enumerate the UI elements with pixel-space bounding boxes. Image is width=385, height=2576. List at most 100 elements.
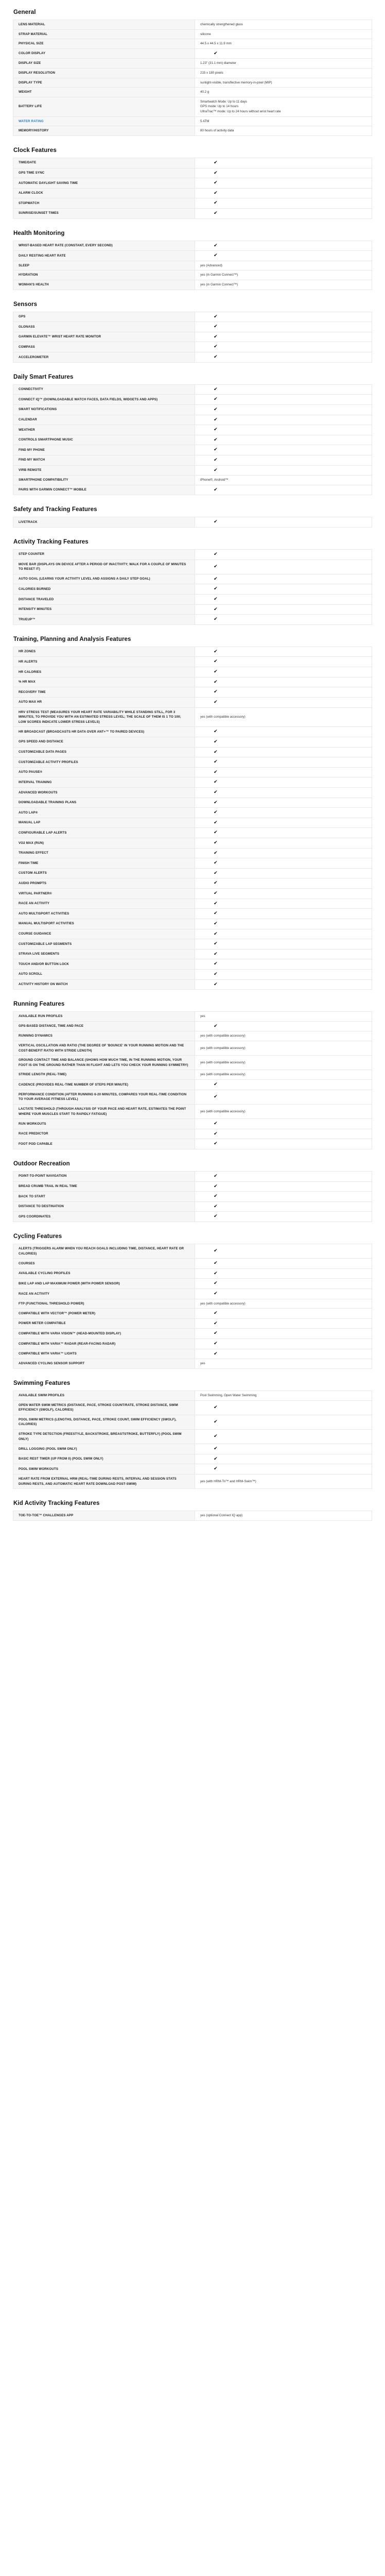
spec-section: Daily Smart Features CONNECTIVITY ✔ CONNECT…	[13, 374, 372, 496]
table-row: AUTOMATIC DAYLIGHT SAVING TIME ✔	[13, 178, 372, 189]
spec-value: ✔	[195, 342, 372, 353]
check-icon: ✔	[214, 1121, 218, 1126]
table-row: CUSTOM ALERTS ✔	[13, 868, 372, 879]
spec-label-link[interactable]: WATER RATING	[19, 119, 44, 123]
table-row: POWER METER COMPATIBLE ✔	[13, 1318, 372, 1329]
spec-value: ✔	[195, 878, 372, 889]
table-row: COMPATIBLE WITH VECTOR™ (POWER METER) ✔	[13, 1308, 372, 1319]
spec-label: LIVETRACK	[13, 517, 195, 528]
table-row: CADENCE (PROVIDES REAL-TIME NUMBER OF ST…	[13, 1079, 372, 1090]
spec-label: PERFORMANCE CONDITION (AFTER RUNNING 6-2…	[13, 1089, 195, 1105]
check-icon: ✔	[214, 961, 218, 967]
spec-value: ✔	[195, 425, 372, 435]
spec-value: ✔	[195, 352, 372, 363]
spec-value: yes (with compatible accessory)	[195, 1070, 372, 1080]
spec-value: ✔	[195, 1021, 372, 1032]
spec-label: MANUAL MULTISPORT ACTIVITIES	[13, 918, 195, 929]
spec-value: ✔	[195, 384, 372, 395]
spec-label: TOE-TO-TOE™ CHALLENGES APP	[13, 1511, 195, 1521]
check-icon: ✔	[214, 596, 218, 602]
spec-table: STEP COUNTER ✔ MOVE BAR (DISPLAYS ON DEVIC…	[13, 549, 372, 625]
spec-value: ✔	[195, 1089, 372, 1105]
table-row: ADVANCED WORKOUTS ✔	[13, 787, 372, 798]
table-row: LENS MATERIAL chemically strengthened gla…	[13, 20, 372, 30]
spec-label: VIRTUAL PARTNER®	[13, 888, 195, 899]
spec-value: yes (with compatible accessory)	[195, 1055, 372, 1071]
table-row: FIND MY WATCH ✔	[13, 454, 372, 466]
spec-value: ✔	[195, 1338, 372, 1349]
spec-value: ✔	[195, 465, 372, 476]
spec-value: ✔	[195, 676, 372, 688]
check-icon: ✔	[214, 616, 218, 622]
spec-label: RACE PREDICTOR	[13, 1128, 195, 1140]
spec-label: BIKE LAP AND LAP MAXIMUM POWER (WITH POW…	[13, 1278, 195, 1290]
spec-label: STEP COUNTER	[13, 549, 195, 560]
check-icon: ✔	[214, 799, 218, 805]
spec-label: TRUEUP™	[13, 614, 195, 625]
spec-value: ✔	[195, 838, 372, 849]
table-row: DISPLAY RESOLUTION 215 x 180 pixels	[13, 68, 372, 78]
check-icon: ✔	[214, 1260, 218, 1266]
spec-value: ✔	[195, 434, 372, 446]
table-row: INTERVAL TRAINING ✔	[13, 777, 372, 788]
spec-section: General LENS MATERIAL chemically strengthe…	[13, 9, 372, 136]
table-row: GPS COORDINATES ✔	[13, 1211, 372, 1222]
spec-label: FTP (FUNCTIONAL THRESHOLD POWER)	[13, 1298, 195, 1309]
spec-value: ✔	[195, 858, 372, 869]
spec-value: ✔	[195, 747, 372, 758]
section-title: Swimming Features	[13, 1380, 71, 1386]
table-row: AVAILABLE CYCLING PROFILES ✔	[13, 1268, 372, 1279]
check-icon: ✔	[214, 406, 218, 412]
spec-section: Health Monitoring WRIST-BASED HEART RATE …	[13, 230, 372, 290]
spec-value: ✔	[195, 687, 372, 698]
table-row: VO2 MAX (RUN) ✔	[13, 838, 372, 849]
spec-value: 44.5 x 44.5 x 11.9 mm	[195, 39, 372, 49]
check-icon: ✔	[214, 900, 218, 906]
spec-value: ✔	[195, 311, 372, 323]
spec-value: ✔	[195, 797, 372, 808]
spec-label: LENS MATERIAL	[13, 20, 195, 30]
check-icon: ✔	[214, 890, 218, 896]
spec-value: ✔	[195, 584, 372, 595]
table-row: RUN WORKOUTS ✔	[13, 1118, 372, 1129]
table-row: AUTO MAX HR ✔	[13, 697, 372, 708]
spec-value: ✔	[195, 157, 372, 168]
table-row: COURSES ✔	[13, 1258, 372, 1269]
table-row: AUTO MULTISPORT ACTIVITIES ✔	[13, 908, 372, 919]
spec-value: ✔	[195, 1268, 372, 1279]
table-row: SMART NOTIFICATIONS ✔	[13, 404, 372, 415]
check-icon: ✔	[214, 738, 218, 744]
table-row: AUTO GOAL (LEARNS YOUR ACTIVITY LEVEL AN…	[13, 573, 372, 585]
spec-label: ACTIVITY HISTORY ON WATCH	[13, 979, 195, 990]
specs-page: General LENS MATERIAL chemically strengthe…	[0, 9, 385, 1521]
spec-value: ✔	[195, 404, 372, 415]
table-row: MEMORY/HISTORY 80 hours of activity data	[13, 126, 372, 136]
table-row: PHYSICAL SIZE 44.5 x 44.5 x 11.9 mm	[13, 39, 372, 49]
table-row: HRV STRESS TEST (MEASURES YOUR HEART RAT…	[13, 707, 372, 727]
spec-value: ✔	[195, 656, 372, 668]
table-row: MANUAL MULTISPORT ACTIVITIES ✔	[13, 918, 372, 929]
check-icon: ✔	[214, 1446, 218, 1451]
check-icon: ✔	[214, 1341, 218, 1346]
spec-label: AUTO MULTISPORT ACTIVITIES	[13, 908, 195, 919]
check-icon: ✔	[214, 829, 218, 835]
check-icon: ✔	[214, 920, 218, 926]
check-icon: ✔	[214, 486, 218, 492]
spec-value: yes (Advanced)	[195, 260, 372, 271]
table-row: COMPASS ✔	[13, 342, 372, 353]
check-icon: ✔	[214, 1141, 218, 1146]
check-icon: ✔	[214, 190, 218, 195]
table-row: GARMIN ELEVATE™ WRIST HEART RATE MONITOR…	[13, 331, 372, 343]
check-icon: ✔	[214, 1130, 218, 1136]
spec-section: Clock Features TIME/DATE ✔ GPS TIME SYNC ✔ AU…	[13, 147, 372, 219]
spec-label: WOMAN'S HEALTH	[13, 280, 195, 290]
spec-label: RACE AN ACTIVITY	[13, 1289, 195, 1299]
table-row: STRAP MATERIAL silicone	[13, 29, 372, 40]
check-icon: ✔	[214, 669, 218, 674]
table-row: RUNNING DYNAMICS yes (with compatible acc…	[13, 1031, 372, 1042]
spec-value: ✔	[195, 979, 372, 990]
check-icon: ✔	[214, 910, 218, 916]
spec-label: STROKE TYPE DETECTION (FREESTYLE, BACKST…	[13, 1429, 195, 1445]
spec-value: ✔	[195, 736, 372, 748]
table-row: HR BROADCAST (BROADCASTS HR DATA OVER AN…	[13, 726, 372, 737]
